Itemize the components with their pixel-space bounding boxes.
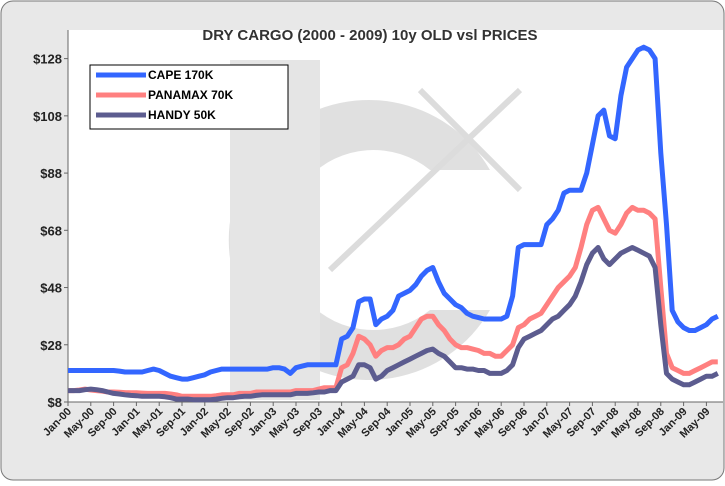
series-line [68,245,719,403]
y-tick-label: $88 [40,166,62,181]
legend-label: PANAMAX 70K [148,88,233,102]
y-tick-label: $48 [40,281,62,296]
y-tick-label: $108 [33,109,62,124]
y-tick-label: $68 [40,223,62,238]
y-tick-label: $128 [33,52,62,67]
series-line [68,44,719,382]
series-line [68,204,718,399]
legend-label: HANDY 50K [148,108,216,122]
watermark-lines [327,87,523,273]
y-tick-label: $28 [40,338,62,353]
chart-title: DRY CARGO (2000 - 2009) 10y OLD vsl PRIC… [202,27,537,44]
y-tick-label: $8 [48,395,62,410]
legend-label: CAPE 170K [148,68,214,82]
